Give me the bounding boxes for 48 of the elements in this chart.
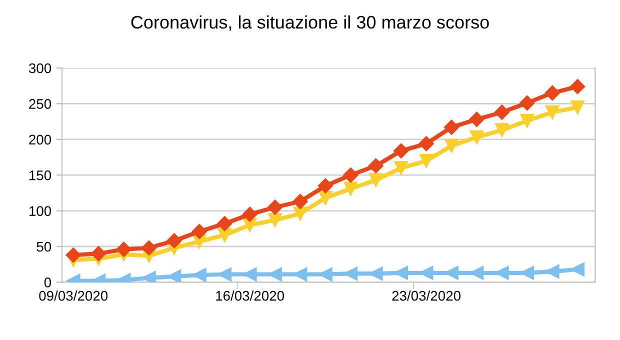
- point: [368, 173, 383, 188]
- point: [293, 206, 308, 221]
- x-tick-label: 09/03/2020: [39, 290, 108, 301]
- point: [545, 105, 560, 120]
- point: [268, 213, 282, 228]
- point: [444, 138, 458, 153]
- point: [141, 240, 157, 256]
- point: [418, 136, 434, 152]
- point: [570, 262, 584, 276]
- point: [470, 130, 484, 144]
- point: [166, 233, 182, 248]
- point: [90, 246, 106, 262]
- point: [419, 154, 434, 168]
- point: [344, 182, 358, 196]
- point: [570, 78, 586, 94]
- point: [469, 112, 484, 127]
- point: [394, 161, 408, 175]
- point: [116, 242, 132, 257]
- point: [218, 228, 232, 242]
- y-tick-label: 250: [29, 99, 52, 109]
- point: [444, 120, 460, 135]
- y-tick-label: 0: [44, 278, 52, 288]
- point: [544, 85, 560, 101]
- point: [142, 270, 156, 282]
- point: [343, 168, 358, 183]
- point: [368, 158, 384, 174]
- x-tick-label: 23/03/2020: [392, 290, 461, 301]
- y-tick-label: 200: [29, 134, 52, 145]
- y-tick-label: 50: [36, 242, 52, 252]
- point: [318, 178, 334, 194]
- point: [217, 216, 232, 232]
- point: [242, 206, 258, 222]
- point: [66, 248, 81, 263]
- point: [520, 114, 534, 128]
- point: [494, 123, 509, 138]
- point: [192, 224, 207, 240]
- point: [520, 95, 535, 111]
- point: [318, 191, 332, 205]
- chart-title: Coronavirus, la situazione il 30 marzo scorso: [131, 15, 489, 31]
- point: [394, 143, 409, 158]
- point: [570, 100, 584, 114]
- x-tick-label: 16/03/2020: [216, 290, 284, 301]
- point: [494, 104, 510, 120]
- y-tick-label: 300: [28, 63, 52, 74]
- y-tick-label: 100: [29, 206, 52, 216]
- y-tick-label: 150: [29, 170, 52, 180]
- point: [267, 200, 283, 215]
- point: [292, 194, 308, 210]
